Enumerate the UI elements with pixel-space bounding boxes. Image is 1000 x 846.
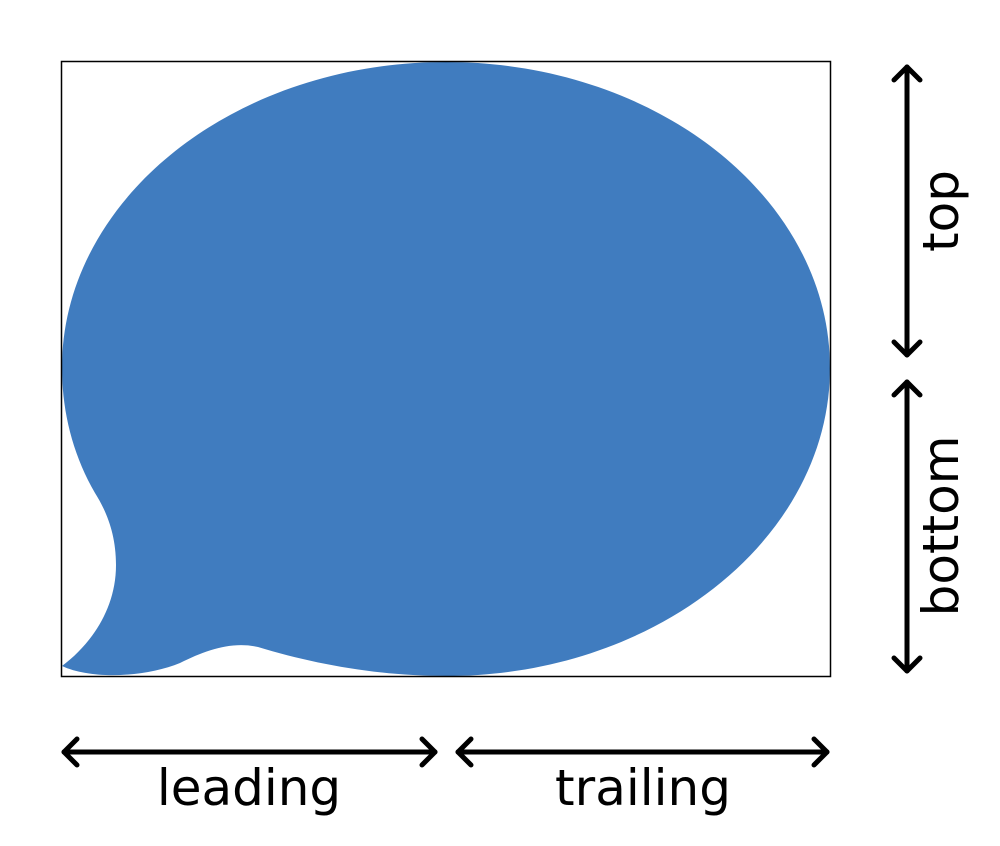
bottom-label: bottom bbox=[912, 436, 970, 617]
leading-label: leading bbox=[157, 759, 341, 817]
leading-dimension-arrow bbox=[61, 736, 438, 768]
top-label: top bbox=[912, 170, 970, 252]
top-dimension-arrow bbox=[891, 64, 923, 358]
trailing-label: trailing bbox=[555, 759, 731, 817]
bounding-frame bbox=[60, 60, 832, 678]
bottom-dimension-arrow bbox=[891, 379, 923, 674]
trailing-dimension-arrow bbox=[455, 736, 830, 768]
speech-bubble-icon bbox=[62, 62, 830, 676]
